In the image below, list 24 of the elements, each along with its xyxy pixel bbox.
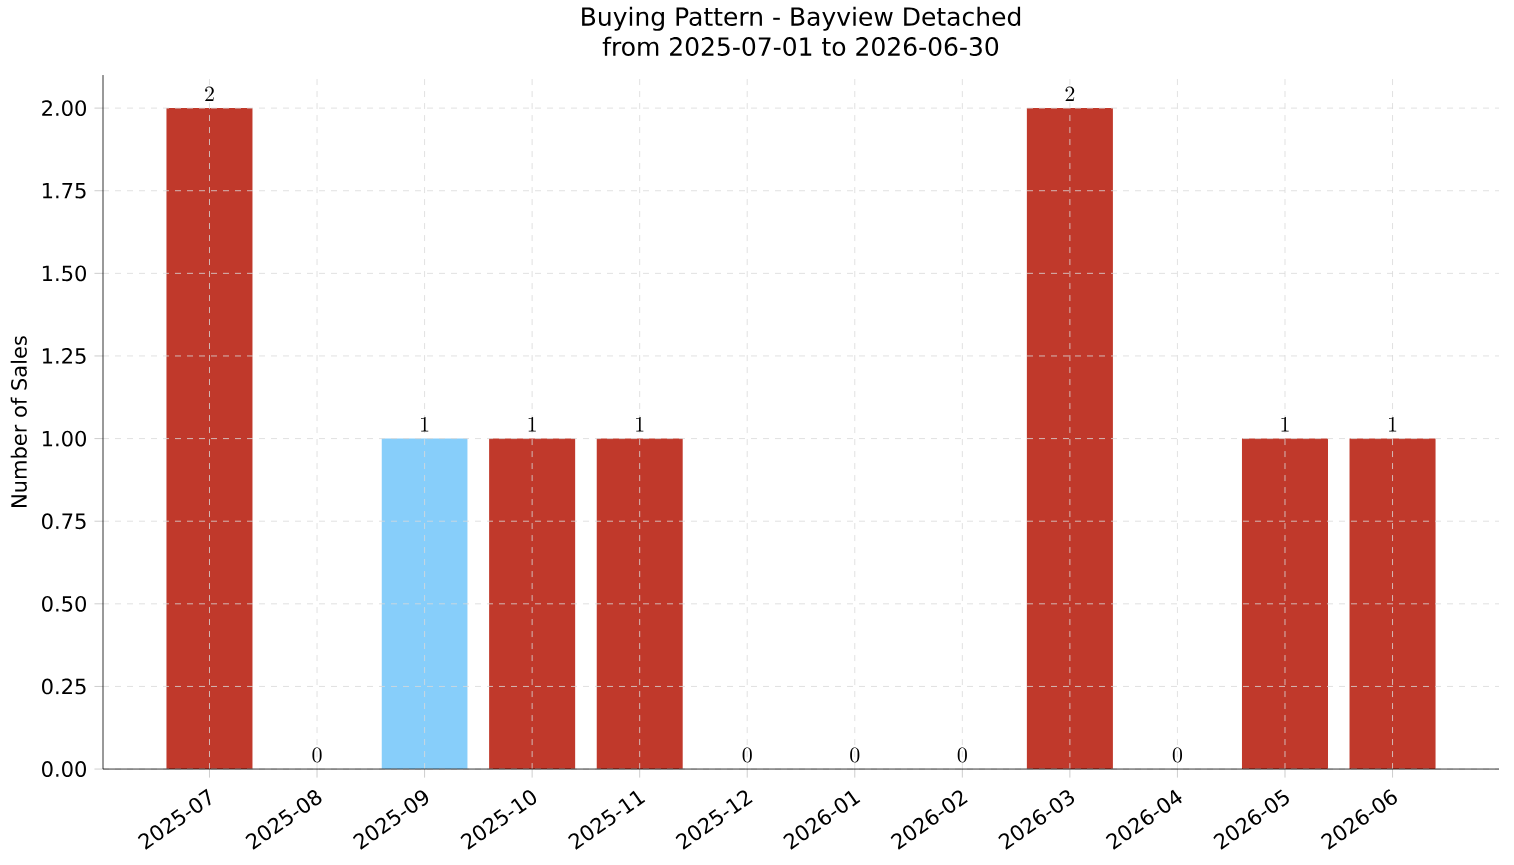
data-label: 0: [742, 747, 752, 763]
y-tick-label: 1.75: [42, 182, 86, 199]
y-tick-label: 1.25: [42, 347, 86, 364]
y-tick-label: 0.50: [42, 595, 86, 612]
data-label: 1: [528, 416, 536, 432]
y-tick-label: 0.25: [42, 678, 86, 695]
y-tick-label: 0.00: [42, 761, 86, 777]
data-label: 0: [1172, 747, 1183, 763]
y-tick-label: 1.00: [42, 430, 86, 447]
data-label: 1: [421, 416, 429, 432]
data-label: 0: [850, 747, 860, 763]
data-label: 0: [957, 747, 967, 763]
y-axis-title: Number of Sales: [10, 336, 27, 507]
chart-subtitle: from 2025-07-01 to 2026-06-30: [602, 36, 999, 56]
data-label: 1: [1281, 416, 1289, 432]
chart-title: Buying Pattern - Bayview Detached: [582, 6, 1021, 31]
y-tick-label: 2.00: [42, 100, 86, 117]
y-tick-label: 1.50: [42, 265, 86, 282]
data-label: 1: [636, 416, 644, 432]
data-label: 0: [312, 747, 322, 763]
data-label: 2: [1065, 86, 1075, 102]
data-label: 2: [205, 86, 214, 102]
y-tick-label: 0.75: [42, 513, 86, 530]
data-label: 1: [1389, 416, 1397, 432]
